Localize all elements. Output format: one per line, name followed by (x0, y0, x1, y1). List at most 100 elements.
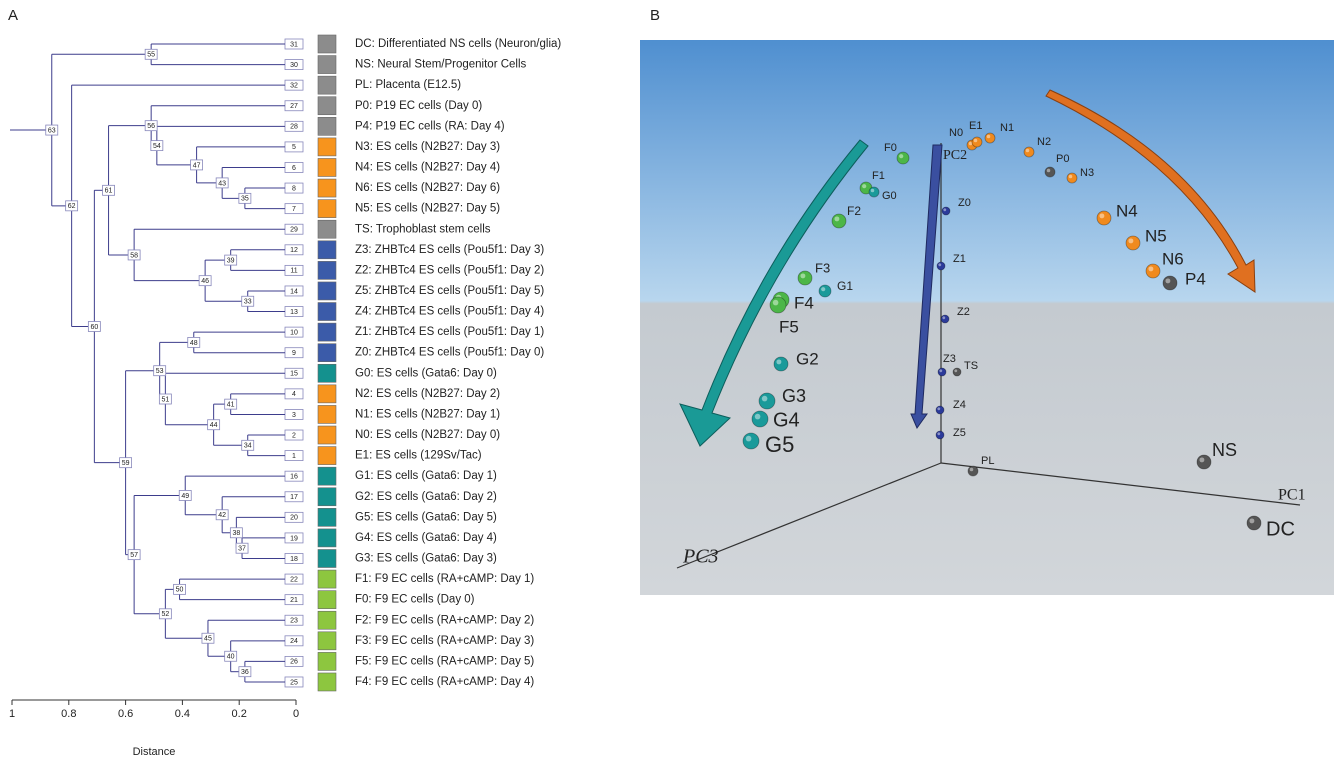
group-color (317, 446, 337, 465)
leaf-id: 18 (290, 556, 298, 563)
leaf-label: G2: ES cells (Gata6: Day 2) (355, 491, 497, 503)
point-highlight (1046, 168, 1051, 173)
group-color (317, 178, 337, 198)
point-highlight (800, 273, 806, 279)
group-color (317, 281, 337, 301)
leaf-label: DC: Differentiated NS cells (Neuron/glia… (355, 38, 561, 50)
x-tick-label: 0.2 (232, 708, 247, 720)
x-tick-label: 0.6 (118, 708, 133, 720)
leaf-label: NS: Neural Stem/Progenitor Cells (355, 59, 527, 71)
group-color (317, 55, 337, 74)
group-color (317, 137, 337, 157)
point-highlight (821, 287, 826, 292)
axis-pc1 (940, 462, 1301, 506)
point-label: NS (1212, 440, 1237, 460)
group-color (317, 302, 337, 321)
node-label: 46 (201, 278, 209, 285)
data-point (1162, 275, 1178, 291)
node-label: 39 (227, 257, 235, 264)
data-point (941, 206, 951, 216)
data-point (758, 392, 776, 410)
node-label: 63 (48, 127, 56, 134)
group-color (317, 199, 337, 218)
node-label: 37 (238, 546, 246, 553)
group-color (317, 487, 337, 507)
point-label: F1 (872, 170, 885, 182)
group-color (317, 322, 337, 342)
point-highlight (772, 299, 779, 306)
node-label: 34 (244, 443, 252, 450)
point-highlight (937, 432, 941, 436)
leaf-id: 30 (290, 62, 298, 69)
point-label: E1 (969, 120, 982, 132)
point-label: Z3 (943, 353, 956, 365)
leaf-id: 17 (290, 494, 298, 501)
node-label: 62 (68, 203, 76, 210)
point-highlight (1128, 238, 1134, 244)
point-label: Z5 (953, 427, 966, 439)
node-label: 58 (130, 252, 138, 259)
data-point (1023, 146, 1035, 158)
leaf-id: 27 (290, 103, 298, 110)
leaf-id: 28 (290, 124, 298, 131)
leaf-label: Z0: ZHBTc4 ES cells (Pou5f1: Day 0) (355, 347, 544, 359)
panel-label: A (8, 7, 18, 24)
leaf-label: G1: ES cells (Gata6: Day 1) (355, 470, 497, 482)
node-label-box (224, 398, 238, 410)
point-highlight (1148, 266, 1154, 272)
node-label-box (241, 295, 255, 307)
data-point (1125, 235, 1141, 251)
point-label: P4 (1185, 269, 1206, 288)
node-label-box (215, 509, 229, 521)
point-label: F0 (884, 142, 897, 154)
point-highlight (1165, 278, 1171, 284)
point-highlight (973, 138, 978, 143)
group-color (317, 466, 337, 486)
node-label-box (190, 159, 204, 171)
leaf-label: F5: F9 EC cells (RA+cAMP: Day 5) (355, 655, 534, 667)
axis-label: PC3 (682, 546, 719, 568)
leaf-id: 25 (290, 679, 298, 686)
point-label: N5 (1145, 226, 1167, 245)
point-label: F2 (847, 204, 861, 218)
point-label: N2 (1037, 136, 1051, 148)
axis-pc3 (676, 462, 942, 569)
leaf-id: 2 (292, 432, 296, 439)
data-point (1066, 172, 1078, 184)
leaf-label: G4: ES cells (Gata6: Day 4) (355, 532, 497, 544)
node-label-box (238, 666, 252, 678)
point-highlight (776, 359, 782, 365)
point-highlight (968, 141, 973, 146)
point-label: G2 (796, 349, 819, 368)
node-label-box (178, 490, 192, 501)
point-highlight (1249, 518, 1255, 524)
node-label: 36 (241, 669, 249, 676)
leaf-id: 21 (290, 597, 298, 604)
axis-label: PC2 (943, 148, 967, 163)
leaf-label: Z3: ZHBTc4 ES cells (Pou5f1: Day 3) (355, 244, 544, 256)
data-point (742, 432, 760, 450)
point-label: Z0 (958, 197, 971, 209)
leaf-label: E1: ES cells (129Sv/Tac) (355, 450, 482, 462)
node-label: 55 (147, 52, 155, 59)
node-label: 33 (244, 299, 252, 306)
axis-label: PC1 (1278, 487, 1306, 504)
trend-arrow (679, 139, 869, 447)
data-point (797, 270, 813, 286)
leaf-label: N2: ES cells (N2B27: Day 2) (355, 388, 500, 400)
point-label: G0 (882, 190, 897, 202)
leaf-id: 4 (292, 391, 296, 398)
group-color (317, 508, 337, 527)
node-label-box (65, 200, 79, 212)
node-label: 50 (176, 587, 184, 594)
data-point (1196, 454, 1212, 470)
node-label: 54 (153, 143, 161, 150)
leaf-id: 10 (290, 329, 298, 336)
point-label: Z1 (953, 253, 966, 265)
group-color (317, 549, 337, 568)
leaf-id: 19 (290, 535, 298, 542)
node-label: 35 (241, 196, 249, 203)
node-label-box (235, 542, 249, 554)
leaf-id: 16 (290, 474, 298, 481)
point-label: F3 (815, 260, 830, 275)
